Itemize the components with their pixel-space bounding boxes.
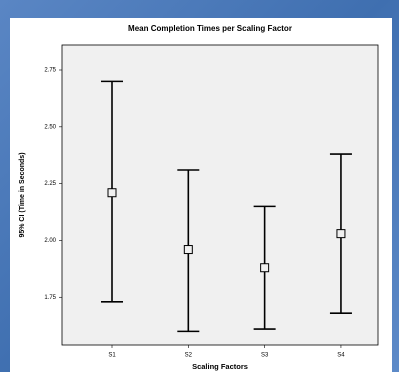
x-axis-label: Scaling Factors bbox=[192, 362, 248, 371]
chart-title: Mean Completion Times per Scaling Factor bbox=[128, 24, 292, 33]
x-tick-label: S3 bbox=[261, 353, 269, 359]
mean-marker bbox=[260, 263, 270, 273]
y-tick-label: 1.75 bbox=[44, 295, 56, 301]
y-axis-label: 95% CI (Time in Seconds) bbox=[19, 152, 26, 237]
x-tick-label: S2 bbox=[185, 353, 193, 359]
y-tick-label: 2.75 bbox=[44, 68, 56, 74]
y-tick-label: 2.00 bbox=[44, 238, 56, 244]
y-tick-label: 2.25 bbox=[44, 181, 56, 187]
x-tick-label: S4 bbox=[337, 353, 345, 359]
mean-marker bbox=[107, 188, 117, 198]
mean-marker bbox=[183, 245, 193, 255]
mean-marker bbox=[336, 229, 346, 239]
x-tick-label: S1 bbox=[108, 353, 116, 359]
y-tick-label: 2.50 bbox=[44, 124, 56, 130]
